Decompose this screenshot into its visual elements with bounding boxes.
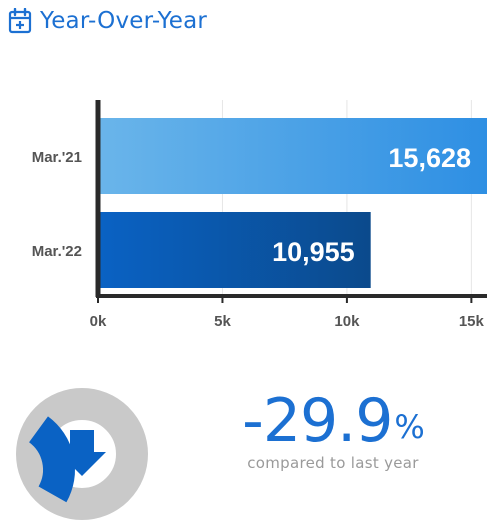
bar-chart: 0k 5k 10k 15k 15,628 Mar.'21 10,955 Mar.'22 (32, 100, 487, 330)
arrow-down-icon (58, 430, 106, 476)
page-title: Year-Over-Year (40, 8, 208, 34)
donut-track (16, 388, 148, 520)
change-value: -29.9% (242, 386, 425, 456)
bar-1 (98, 212, 371, 288)
change-caption: compared to last year (247, 454, 419, 472)
x-tick-label: 0k (90, 313, 107, 330)
bar-0 (98, 118, 487, 194)
header: Year-Over-Year (8, 4, 207, 38)
donut-fill (28, 416, 75, 503)
percent-sign: % (394, 408, 424, 446)
category-label: Mar.'21 (32, 149, 82, 166)
category-label: Mar.'22 (32, 243, 82, 260)
change-summary: -29.9% compared to last year (228, 386, 438, 472)
bar-value-label: 15,628 (388, 143, 471, 173)
calendar-plus-icon (8, 8, 32, 34)
bar-value-label: 10,955 (272, 237, 355, 267)
x-tick-label: 5k (214, 313, 231, 330)
x-tick-label: 15k (459, 313, 485, 330)
x-tick-label: 10k (334, 313, 360, 330)
change-donut (14, 386, 150, 527)
